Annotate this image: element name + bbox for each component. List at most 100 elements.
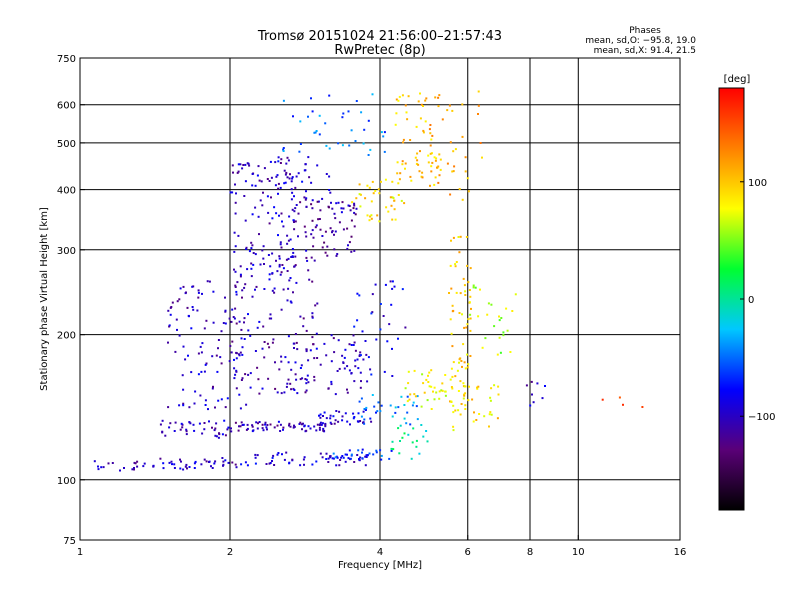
- scatter-point: [451, 375, 454, 378]
- scatter-point: [303, 196, 306, 199]
- scatter-point: [461, 103, 464, 106]
- scatter-point: [530, 380, 533, 383]
- scatter-point: [321, 422, 324, 425]
- scatter-point: [343, 367, 346, 370]
- scatter-point: [315, 429, 318, 432]
- scatter-point: [234, 463, 237, 466]
- scatter-point: [293, 221, 295, 223]
- scatter-point: [255, 421, 258, 424]
- scatter-point: [289, 277, 292, 279]
- scatter-point: [210, 465, 212, 468]
- scatter-point: [298, 423, 301, 425]
- scatter-point: [284, 356, 287, 359]
- scatter-point: [169, 422, 172, 425]
- scatter-point: [335, 464, 338, 467]
- scatter-point: [290, 188, 293, 191]
- scatter-point: [409, 139, 412, 141]
- scatter-point: [463, 284, 466, 287]
- scatter-point: [458, 188, 461, 190]
- scatter-point: [235, 357, 238, 360]
- scatter-point: [312, 245, 315, 248]
- scatter-point: [418, 170, 421, 173]
- scatter-point: [471, 398, 474, 401]
- scatter-point: [293, 424, 295, 427]
- scatter-point: [376, 214, 379, 217]
- scatter-point: [353, 225, 356, 228]
- scatter-point: [257, 422, 259, 425]
- scatter-point: [351, 201, 354, 204]
- scatter-point: [268, 273, 271, 276]
- scatter-point: [386, 340, 389, 343]
- scatter-point: [241, 424, 244, 426]
- scatter-point: [457, 236, 460, 238]
- scatter-point: [307, 359, 310, 362]
- scatter-point: [394, 411, 397, 414]
- scatter-point: [452, 150, 455, 153]
- scatter-point: [341, 144, 344, 147]
- scatter-point: [181, 426, 184, 429]
- scatter-point: [250, 267, 253, 270]
- scatter-point: [308, 176, 311, 179]
- scatter-point: [371, 180, 374, 183]
- scatter-point: [164, 434, 167, 437]
- scatter-point: [243, 338, 246, 340]
- y-tick-label: 100: [57, 476, 76, 487]
- scatter-point: [344, 412, 347, 415]
- scatter-point: [306, 259, 309, 262]
- scatter-point: [489, 411, 492, 414]
- scatter-point: [329, 414, 332, 417]
- scatter-point: [334, 393, 337, 396]
- scatter-point: [353, 341, 356, 344]
- scatter-point: [468, 385, 470, 388]
- scatter-point: [412, 427, 415, 430]
- scatter-point: [297, 172, 300, 175]
- y-tick-label: 600: [57, 101, 76, 112]
- scatter-point: [348, 369, 351, 372]
- scatter-point: [205, 319, 208, 322]
- scatter-point: [249, 372, 252, 375]
- scatter-point: [429, 184, 431, 187]
- scatter-point: [379, 303, 382, 305]
- scatter-point: [234, 284, 237, 287]
- scatter-point: [367, 356, 370, 359]
- scatter-point: [403, 432, 406, 435]
- scatter-point: [303, 456, 306, 459]
- scatter-point: [356, 420, 359, 423]
- scatter-point: [239, 351, 242, 354]
- scatter-point: [205, 362, 208, 365]
- scatter-point: [287, 361, 290, 364]
- scatter-point: [384, 283, 387, 286]
- scatter-point: [256, 174, 259, 177]
- scatter-point: [377, 401, 380, 404]
- scatter-point: [416, 395, 419, 398]
- scatter-point: [404, 162, 407, 165]
- scatter-point: [347, 457, 350, 460]
- scatter-point: [353, 325, 356, 328]
- scatter-point: [354, 213, 357, 216]
- scatter-point: [422, 435, 425, 438]
- scatter-point: [304, 169, 307, 172]
- scatter-point: [280, 355, 283, 358]
- scatter-point: [251, 184, 254, 187]
- scatter-point: [222, 464, 224, 467]
- scatter-point: [331, 231, 333, 234]
- scatter-point: [352, 334, 355, 337]
- scatter-point: [393, 208, 396, 211]
- scatter-point: [457, 409, 460, 412]
- scatter-point: [346, 247, 349, 250]
- scatter-point: [256, 326, 259, 329]
- scatter-point: [333, 422, 336, 425]
- scatter-point: [334, 456, 337, 459]
- scatter-point: [263, 356, 266, 359]
- scatter-point: [185, 428, 188, 431]
- scatter-point: [370, 420, 373, 423]
- scatter-point: [464, 367, 467, 370]
- colorbar-label: [deg]: [724, 74, 751, 85]
- scatter-point: [457, 390, 460, 392]
- scatter-point: [303, 225, 306, 228]
- scatter-point: [205, 460, 208, 463]
- x-tick-label: 10: [572, 547, 585, 558]
- scatter-point: [479, 142, 482, 144]
- scatter-point: [278, 214, 280, 217]
- scatter-point: [194, 390, 197, 393]
